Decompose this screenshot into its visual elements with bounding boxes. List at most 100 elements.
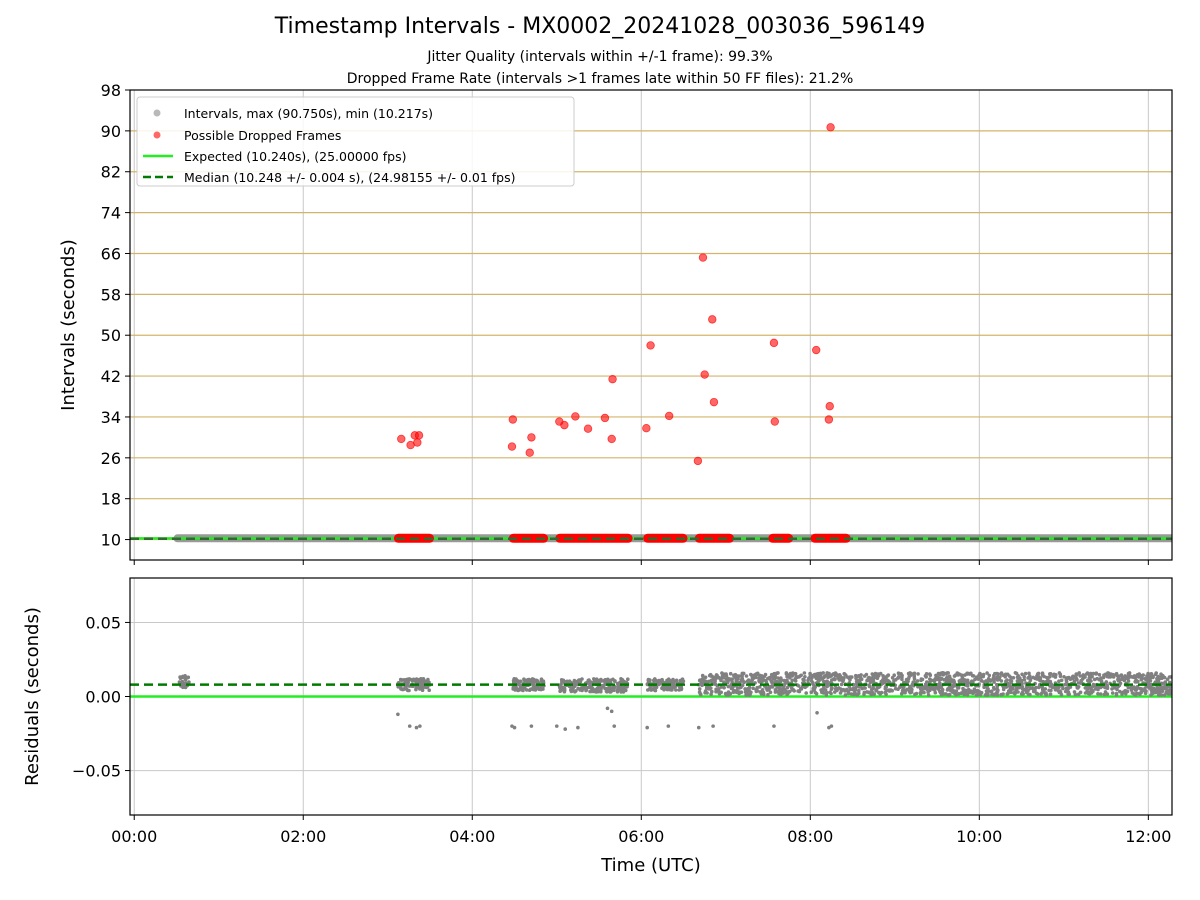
residual-point [739, 690, 744, 694]
residual-point [728, 671, 733, 676]
residual-point [622, 679, 626, 684]
residual-point [534, 678, 539, 683]
y-tick-label: 18 [101, 490, 121, 509]
residual-point [1126, 679, 1131, 683]
residual-point [1132, 675, 1136, 680]
residual-point [534, 685, 539, 689]
residual-point [922, 686, 927, 691]
dropped-frame-rate-subtitle: Dropped Frame Rate (intervals >1 frames … [346, 71, 854, 87]
residual-outlier-point [612, 724, 617, 728]
residual-point [1091, 671, 1096, 676]
residual-point [611, 677, 615, 682]
residual-outlier-point [605, 706, 610, 711]
residual-point [866, 690, 871, 694]
residual-point [1129, 675, 1133, 679]
residual-point [1085, 671, 1090, 675]
residual-point [923, 682, 928, 687]
residual-point [626, 677, 630, 681]
residual-point [710, 689, 714, 694]
residual-point [1048, 672, 1052, 676]
residual-point [518, 679, 522, 684]
residual-point [1021, 692, 1025, 696]
residual-point [840, 677, 845, 682]
residual-point [910, 687, 914, 692]
residual-point [1013, 691, 1017, 696]
residual-point [754, 673, 758, 677]
residual-point [825, 672, 830, 677]
residual-point [919, 677, 924, 681]
residual-point [1035, 677, 1039, 681]
residual-point [736, 676, 740, 681]
residual-point [868, 680, 873, 685]
residual-point [1109, 672, 1113, 676]
y-tick-label: 42 [101, 367, 121, 386]
dropped-frame-point [812, 345, 821, 355]
residual-point [780, 689, 784, 694]
residual-outlier-point [396, 712, 400, 717]
residual-point [769, 679, 774, 684]
residual-point [1016, 690, 1020, 694]
residual-point [1141, 673, 1145, 677]
residual-point [976, 677, 980, 681]
dropped-frame-point [608, 374, 617, 384]
residual-point [729, 677, 734, 681]
residual-point [927, 672, 932, 676]
residual-point [698, 691, 702, 696]
residual-point [519, 688, 524, 692]
y-tick-label: 98 [101, 81, 121, 100]
residual-point [1039, 692, 1043, 696]
residual-point [717, 691, 721, 695]
residual-point [422, 679, 427, 683]
residual-point [813, 685, 817, 689]
residual-point [560, 679, 564, 684]
x-tick-label: 08:00 [787, 827, 833, 846]
residual-point [1114, 673, 1118, 677]
residual-point [821, 671, 825, 675]
residual-point [1126, 674, 1131, 678]
residual-point [954, 692, 958, 696]
dropped-frame-point [607, 434, 616, 444]
residual-point [1005, 672, 1010, 677]
residual-point [986, 693, 990, 697]
residual-point [795, 675, 800, 679]
residual-point [1037, 685, 1041, 690]
residual-outlier-point [418, 724, 422, 728]
residual-point [1027, 671, 1031, 676]
residual-point [1094, 672, 1098, 676]
residual-point [792, 672, 797, 676]
residual-point [414, 687, 418, 692]
residual-point [1001, 692, 1005, 696]
residual-point [674, 688, 678, 692]
residual-point [1005, 692, 1010, 696]
residual-point [1149, 693, 1153, 697]
residual-point [1139, 687, 1143, 691]
residual-point [996, 688, 1000, 693]
residual-point [790, 678, 794, 683]
residual-point [874, 687, 879, 692]
residual-point [598, 679, 603, 684]
residual-point [783, 687, 787, 692]
residual-point [961, 677, 965, 681]
residual-point [730, 680, 734, 684]
residual-point [994, 691, 998, 695]
residual-point [875, 675, 879, 679]
residual-point [870, 687, 874, 691]
residual-point [1120, 691, 1124, 695]
chart-title: Timestamp Intervals - MX0002_20241028_00… [274, 14, 926, 39]
residual-point [830, 678, 834, 682]
residual-point [954, 689, 959, 693]
residual-point [680, 677, 685, 682]
residual-point [807, 676, 811, 681]
residual-point [1149, 682, 1153, 687]
dropped-frame-point [769, 338, 779, 348]
residual-point [699, 681, 704, 685]
residual-point [420, 686, 425, 690]
dropped-frame-point [527, 433, 536, 442]
residual-outlier-point [563, 727, 568, 731]
residual-point [1102, 692, 1107, 697]
residual-point [717, 687, 721, 691]
x-tick-label: 02:00 [280, 827, 326, 846]
residual-point [427, 688, 432, 692]
y-tick-label: 90 [101, 122, 121, 141]
legend-entry-label: Expected (10.240s), (25.00000 fps) [184, 149, 406, 164]
